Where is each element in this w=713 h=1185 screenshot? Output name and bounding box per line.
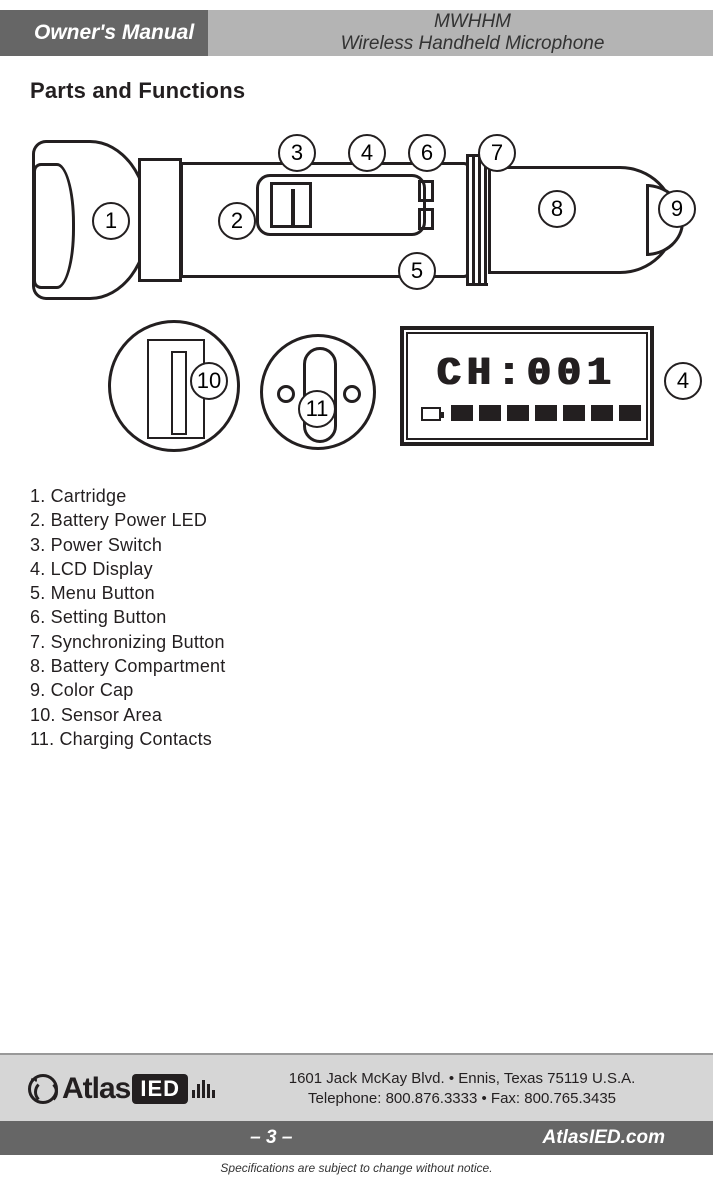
callout-7: 7 [478,134,516,172]
callout-8: 8 [538,190,576,228]
lcd-battery-bars [413,405,641,421]
callout-4b: 4 [664,362,702,400]
part-item-6: 6. Setting Button [30,605,683,629]
callout-10: 10 [190,362,228,400]
diagram-area: 1 2 3 4 6 7 5 8 9 10 11 CH:001 [30,130,683,460]
logo-text-atlas: Atlas [62,1072,130,1106]
header-left: Owner's Manual [0,10,232,56]
callout-4: 4 [348,134,386,172]
address-line-1: 1601 Jack McKay Blvd. • Ennis, Texas 751… [233,1069,691,1089]
footer-address: 1601 Jack McKay Blvd. • Ennis, Texas 751… [233,1069,691,1110]
logo-bars-icon [192,1080,215,1098]
bar-seg [591,405,613,421]
part-item-2: 2. Battery Power LED [30,508,683,532]
parts-list: 1. Cartridge 2. Battery Power LED 3. Pow… [30,484,683,751]
bar-seg [619,405,641,421]
callout-1: 1 [92,202,130,240]
header-model: MWHHM [434,11,511,33]
mic-power-switch [270,182,312,228]
header-product: Wireless Handheld Microphone [341,33,605,55]
header-bar: Owner's Manual MWHHM Wireless Handheld M… [0,10,713,56]
section-title: Parts and Functions [30,78,683,104]
bar-seg [535,405,557,421]
logo-text-ied: IED [132,1074,188,1104]
bar-seg [479,405,501,421]
footer-top: Atlas IED 1601 Jack McKay Blvd. • Ennis,… [0,1053,713,1122]
part-item-11: 11. Charging Contacts [30,727,683,751]
content: Parts and Functions 1 2 3 4 6 7 5 8 9 10 [0,56,713,751]
part-item-9: 9. Color Cap [30,678,683,702]
callout-2: 2 [218,202,256,240]
header-right: MWHHM Wireless Handheld Microphone [208,10,713,56]
part-item-7: 7. Synchronizing Button [30,630,683,654]
part-item-3: 3. Power Switch [30,533,683,557]
lcd-text: CH:001 [437,352,617,397]
footer-note: Specifications are subject to change wit… [0,1155,713,1185]
bar-seg [451,405,473,421]
page-number: – 3 – [0,1127,543,1149]
footer-bar: – 3 – AtlasIED.com [0,1121,713,1155]
callout-3: 3 [278,134,316,172]
bar-seg [507,405,529,421]
address-line-2: Telephone: 800.876.3333 • Fax: 800.765.3… [233,1089,691,1109]
mic-button-top [418,180,434,202]
logo-ring-icon [28,1074,58,1104]
callout-11: 11 [298,390,336,428]
lcd-inner: CH:001 [406,332,648,440]
part-item-5: 5. Menu Button [30,581,683,605]
callout-6: 6 [408,134,446,172]
battery-icon [421,407,441,421]
part-item-10: 10. Sensor Area [30,703,683,727]
mic-neck [138,158,182,282]
part-item-4: 4. LCD Display [30,557,683,581]
logo: Atlas IED [28,1072,215,1106]
mic-grip-ring [466,154,488,286]
mic-button-bottom [418,208,434,230]
callout-5: 5 [398,252,436,290]
lcd-panel: CH:001 [400,326,654,446]
mic-head [32,140,150,300]
callout-9: 9 [658,190,696,228]
footer: Atlas IED 1601 Jack McKay Blvd. • Ennis,… [0,1053,713,1185]
bar-seg [563,405,585,421]
footer-url: AtlasIED.com [543,1127,665,1149]
part-item-1: 1. Cartridge [30,484,683,508]
contact-right [343,385,361,403]
part-item-8: 8. Battery Compartment [30,654,683,678]
contact-left [277,385,295,403]
